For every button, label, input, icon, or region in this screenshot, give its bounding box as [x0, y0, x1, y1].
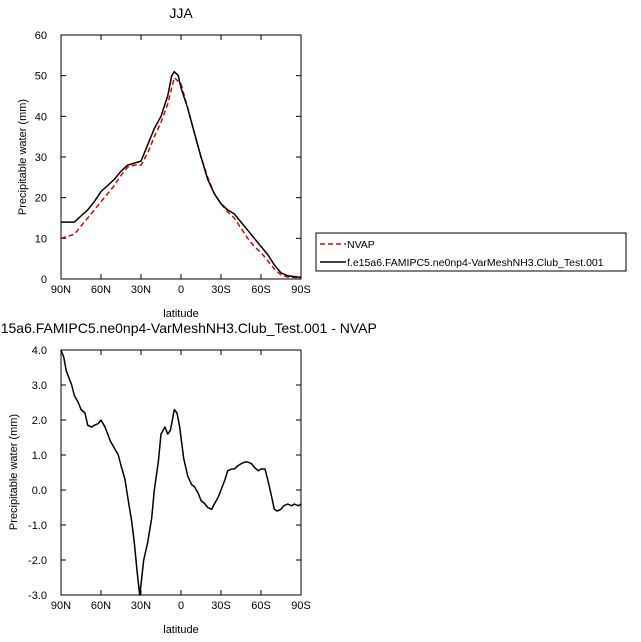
top-y-tick-label: 30 — [35, 152, 47, 164]
bottom-x-tick-label: 60N — [91, 600, 111, 612]
legend-box — [315, 232, 627, 272]
bottom-y-tick-label: 3.0 — [32, 380, 47, 392]
top-chart-title: JJA — [169, 5, 193, 21]
top-chart: JJA 90N 60N 30N 0 30S 60S 90S 0 10 20 30 40 50 60 lat… — [17, 5, 311, 320]
bottom-plot-frame — [60, 349, 302, 596]
bottom-x-tick-label: 30S — [211, 600, 231, 612]
top-series-line-0 — [60, 76, 302, 279]
bottom-series-line-0 — [60, 349, 302, 596]
bottom-x-axis-label: latitude — [163, 624, 198, 636]
top-series-line-1 — [61, 70, 302, 279]
legend-label-model: f.e15a6.FAMIPC5.ne0np4-VarMeshNH3.Club_T… — [347, 257, 604, 269]
bottom-y-tick-label: 4.0 — [32, 345, 47, 357]
bottom-x-tick-label: 30N — [131, 600, 151, 612]
legend: NVAP f.e15a6.FAMIPC5.ne0np4-VarMeshNH3.C… — [315, 232, 627, 272]
bottom-x-tick-label: 60S — [251, 600, 271, 612]
top-y-tick-label: 20 — [35, 193, 47, 205]
bottom-y-tick-label: 1.0 — [32, 450, 47, 462]
top-plot-frame — [60, 34, 302, 280]
legend-label-nvap: NVAP — [347, 239, 375, 251]
top-y-tick-label: 10 — [35, 233, 47, 245]
bottom-chart: f.e15a6.FAMIPC5.ne0np4-VarMeshNH3.Club_T… — [0, 320, 377, 636]
bottom-x-tick-label: 0 — [178, 600, 184, 612]
top-y-axis-label: Precipitable water (mm) — [17, 99, 29, 215]
top-y-tick-label: 60 — [35, 30, 47, 42]
top-y-tick-label: 50 — [35, 71, 47, 83]
bottom-x-tick-label: 90S — [291, 600, 311, 612]
top-x-tick-label: 90S — [291, 284, 311, 296]
bottom-y-tick-label: 2.0 — [32, 415, 47, 427]
bottom-y-tick-label: -2.0 — [28, 555, 47, 567]
top-x-tick-label: 30S — [211, 284, 231, 296]
bottom-chart-title: f.e15a6.FAMIPC5.ne0np4-VarMeshNH3.Club_T… — [0, 320, 377, 336]
top-y-tick-label: 40 — [35, 111, 47, 123]
bottom-y-tick-label: -1.0 — [28, 520, 47, 532]
top-x-tick-label: 0 — [178, 284, 184, 296]
top-x-tick-label: 60S — [251, 284, 271, 296]
bottom-y-tick-label: 0.0 — [32, 485, 47, 497]
bottom-y-tick-label: -3.0 — [28, 590, 47, 602]
top-y-tick-label: 0 — [41, 274, 47, 286]
top-x-axis-label: latitude — [163, 308, 198, 320]
top-x-tick-label: 30N — [131, 284, 151, 296]
bottom-x-tick-label: 90N — [51, 600, 71, 612]
top-x-tick-label: 90N — [51, 284, 71, 296]
bottom-y-axis-label: Precipitable water (mm) — [8, 414, 20, 530]
top-x-tick-label: 60N — [91, 284, 111, 296]
